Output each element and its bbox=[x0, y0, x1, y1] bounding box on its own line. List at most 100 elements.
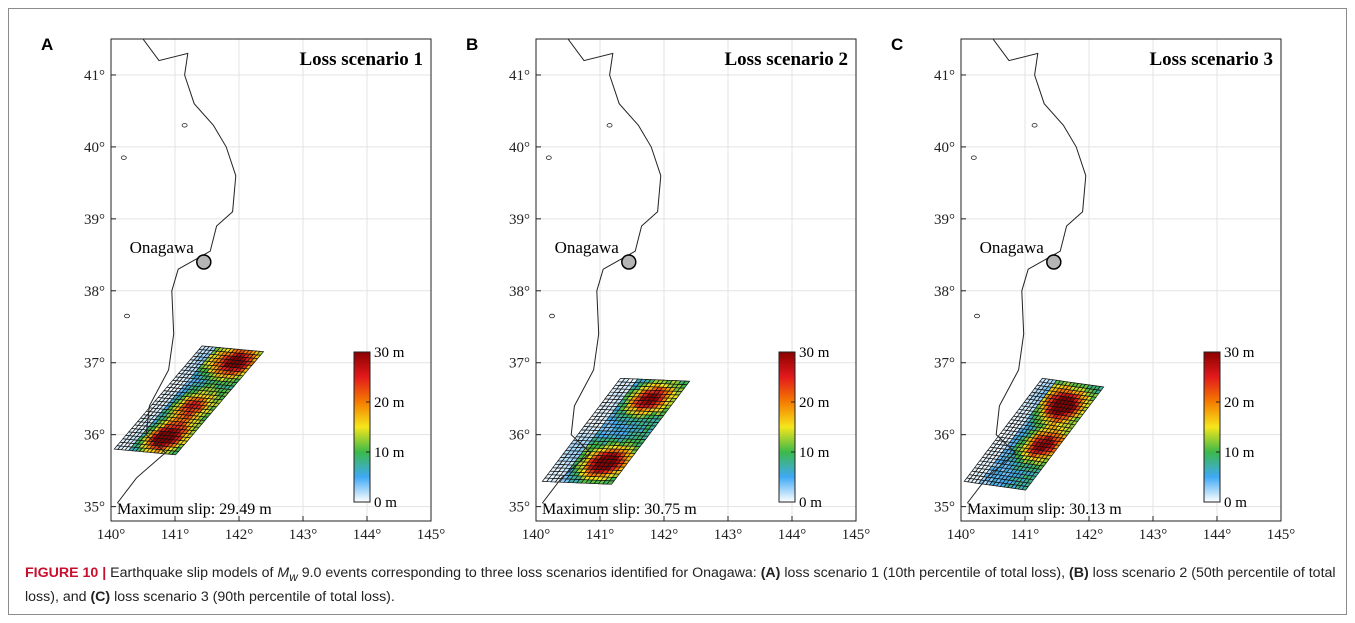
x-tick-label: 141° bbox=[161, 527, 190, 543]
x-tick-label: 140° bbox=[97, 527, 126, 543]
y-tick-label: 36° bbox=[84, 428, 105, 444]
map-area bbox=[961, 39, 1281, 521]
x-tick-label: 142° bbox=[1075, 527, 1104, 543]
colorbar bbox=[1203, 351, 1221, 503]
x-tick-label: 145° bbox=[417, 527, 446, 543]
caption-sub: w bbox=[289, 569, 298, 584]
x-tick-label: 142° bbox=[650, 527, 679, 543]
figure-frame: 140° 141° 142° 143° 144° 145° 35° 36° 37° 38° 39° 4… bbox=[8, 8, 1347, 615]
colorbar bbox=[353, 351, 371, 503]
island bbox=[1031, 123, 1038, 128]
colorbar-label: 20 m bbox=[374, 395, 405, 411]
y-tick-label: 40° bbox=[509, 140, 530, 156]
y-tick-label: 35° bbox=[84, 500, 105, 516]
colorbar-label: 10 m bbox=[374, 445, 405, 461]
y-tick-label: 41° bbox=[934, 68, 955, 84]
city-label: Onagawa bbox=[555, 238, 620, 257]
caption-c: (C) bbox=[90, 588, 111, 605]
map-frame bbox=[535, 38, 857, 522]
x-tick-label: 141° bbox=[586, 527, 615, 543]
caption-b-text: loss scenario 2 (50th percentile of tota… bbox=[25, 565, 1336, 605]
colorbar-label: 0 m bbox=[1224, 495, 1247, 511]
map-frame bbox=[960, 38, 1282, 522]
panel-title: Loss scenario 1 bbox=[300, 49, 424, 70]
colorbar-label: 0 m bbox=[374, 495, 397, 511]
y-tick-label: 35° bbox=[934, 500, 955, 516]
x-tick-label: 143° bbox=[1139, 527, 1168, 543]
x-tick-label: 143° bbox=[289, 527, 318, 543]
island bbox=[970, 155, 977, 160]
colorbar-label: 0 m bbox=[799, 495, 822, 511]
y-tick-label: 38° bbox=[509, 284, 530, 300]
slip-patch bbox=[256, 350, 265, 356]
slip-patch bbox=[1096, 386, 1105, 391]
caption-c-text: loss scenario 3 (90th percentile of tota… bbox=[110, 588, 395, 605]
y-tick-label: 35° bbox=[509, 500, 530, 516]
island bbox=[545, 155, 552, 160]
colorbar-label: 30 m bbox=[799, 345, 830, 361]
y-tick-label: 39° bbox=[84, 212, 105, 228]
caption-b: (B) bbox=[1069, 565, 1089, 581]
max-slip-label: Maximum slip: 30.75 m bbox=[542, 501, 697, 518]
map-panel-b: 140° 141° 142° 143° 144° 145° 35° 36° 37° 38° 39° 4… bbox=[466, 35, 870, 543]
figure-caption: FIGURE 10 | Earthquake slip models of Mw… bbox=[25, 563, 1345, 607]
y-tick-label: 37° bbox=[84, 356, 105, 372]
y-tick-label: 37° bbox=[509, 356, 530, 372]
x-tick-label: 145° bbox=[1267, 527, 1296, 543]
max-slip-label: Maximum slip: 29.49 m bbox=[117, 501, 272, 518]
y-tick-label: 36° bbox=[509, 428, 530, 444]
caption-a-text: loss scenario 1 (10th percentile of tota… bbox=[780, 565, 1070, 581]
y-tick-label: 40° bbox=[934, 140, 955, 156]
island bbox=[124, 313, 130, 319]
y-tick-label: 40° bbox=[84, 140, 105, 156]
panel-title: Loss scenario 2 bbox=[725, 49, 849, 70]
city-marker bbox=[196, 254, 212, 270]
figure-canvas: 140° 141° 142° 143° 144° 145° 35° 36° 37° 38° 39° 4… bbox=[41, 35, 1295, 543]
island bbox=[120, 155, 127, 160]
y-tick-label: 38° bbox=[934, 284, 955, 300]
caption-pre: Earthquake slip models of bbox=[106, 565, 278, 581]
y-tick-label: 41° bbox=[84, 68, 105, 84]
x-tick-label: 140° bbox=[947, 527, 976, 543]
panel-letter: B bbox=[466, 35, 478, 54]
x-tick-label: 142° bbox=[225, 527, 254, 543]
coastline bbox=[542, 39, 662, 504]
x-tick-label: 143° bbox=[714, 527, 743, 543]
x-tick-label: 144° bbox=[1203, 527, 1232, 543]
x-tick-label: 145° bbox=[842, 527, 871, 543]
city-marker bbox=[621, 254, 637, 270]
island bbox=[181, 123, 188, 128]
city-label: Onagawa bbox=[980, 238, 1045, 257]
y-tick-label: 41° bbox=[509, 68, 530, 84]
y-tick-label: 36° bbox=[934, 428, 955, 444]
x-tick-label: 144° bbox=[353, 527, 382, 543]
x-tick-label: 144° bbox=[778, 527, 807, 543]
colorbar-label: 20 m bbox=[799, 395, 830, 411]
map-area bbox=[111, 39, 431, 521]
map-frame bbox=[110, 38, 432, 522]
coastline bbox=[967, 39, 1087, 504]
island bbox=[549, 313, 555, 319]
caption-text: 9.0 events corresponding to three loss s… bbox=[297, 565, 761, 581]
coastline bbox=[117, 39, 237, 504]
caption-a: (A) bbox=[760, 565, 781, 581]
caption-symbol: M bbox=[277, 565, 290, 581]
map-panel-c: 140° 141° 142° 143° 144° 145° 35° 36° 37° 38° 39° 4… bbox=[891, 35, 1295, 543]
colorbar-label: 10 m bbox=[1224, 445, 1255, 461]
map-area bbox=[536, 39, 856, 521]
caption-label: FIGURE 10 | bbox=[25, 565, 107, 581]
panel-letter: C bbox=[891, 35, 903, 54]
colorbar-label: 30 m bbox=[1224, 345, 1255, 361]
x-tick-label: 141° bbox=[1011, 527, 1040, 543]
map-panel-a: 140° 141° 142° 143° 144° 145° 35° 36° 37° 38° 39° 4… bbox=[41, 35, 445, 543]
y-tick-label: 37° bbox=[934, 356, 955, 372]
island bbox=[606, 123, 613, 128]
max-slip-label: Maximum slip: 30.13 m bbox=[967, 501, 1122, 518]
y-tick-label: 39° bbox=[934, 212, 955, 228]
colorbar bbox=[778, 351, 796, 503]
panel-title: Loss scenario 3 bbox=[1150, 49, 1274, 70]
x-tick-label: 140° bbox=[522, 527, 551, 543]
colorbar-label: 10 m bbox=[799, 445, 830, 461]
slip-patch bbox=[682, 380, 691, 385]
y-tick-label: 39° bbox=[509, 212, 530, 228]
